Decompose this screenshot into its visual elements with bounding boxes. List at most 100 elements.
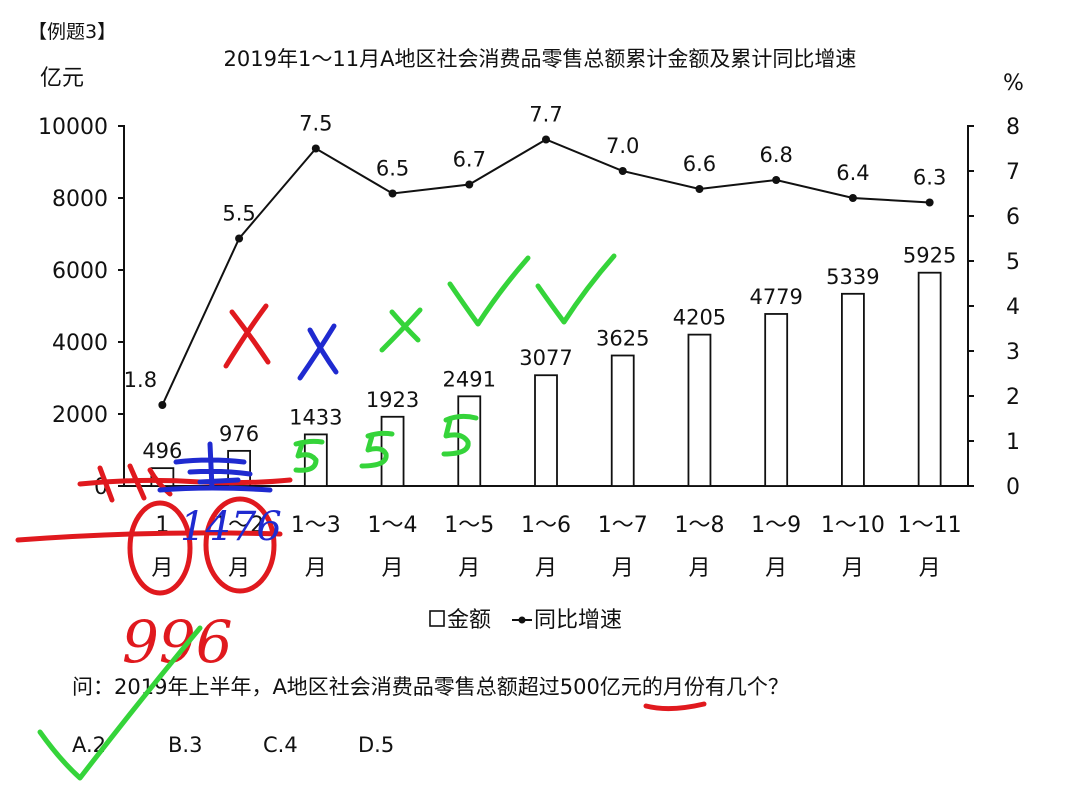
bar bbox=[841, 292, 865, 487]
bar-series bbox=[150, 271, 942, 487]
line-point bbox=[772, 176, 781, 184]
chart-title: 2019年1～11月A地区社会消费品零售总额累计金额及累计同比增速 bbox=[224, 47, 857, 71]
line-data-label: 6.3 bbox=[913, 166, 946, 190]
red-scribble bbox=[97, 463, 173, 503]
x-axis-tick-label: 月 bbox=[919, 556, 941, 581]
bar-data-label: 1433 bbox=[289, 405, 342, 429]
red-circle-mark bbox=[127, 500, 193, 596]
blue-handwritten-number: 1476 bbox=[180, 504, 282, 550]
line-data-label: 1.8 bbox=[124, 368, 157, 392]
example-label: 【例题3】 bbox=[28, 21, 116, 43]
x-axis-tick-label: 月 bbox=[228, 556, 250, 581]
bar bbox=[917, 271, 942, 487]
bar-data-label: 3077 bbox=[519, 346, 572, 370]
line-point bbox=[311, 144, 320, 153]
x-axis-tick-label: 月 bbox=[458, 556, 480, 581]
bar bbox=[687, 333, 712, 487]
line-point bbox=[848, 194, 857, 202]
right-axis-tick-label: 3 bbox=[1006, 340, 1020, 365]
legend-bar-swatch bbox=[429, 610, 445, 627]
right-axis-tick-label: 0 bbox=[1006, 475, 1020, 500]
line-point bbox=[158, 401, 167, 409]
red-underline-mark bbox=[643, 701, 707, 712]
right-axis-tick-label: 8 bbox=[1006, 115, 1020, 140]
bar-data-label: 3625 bbox=[596, 327, 649, 351]
x-axis-tick-label: 1～9 bbox=[751, 513, 801, 538]
bar-data-label: 2491 bbox=[443, 367, 496, 391]
bar bbox=[534, 374, 558, 487]
green-five-mark bbox=[359, 430, 395, 469]
line-data-label: 7.7 bbox=[529, 103, 562, 127]
bar bbox=[610, 354, 635, 487]
green-check-mark bbox=[447, 255, 531, 327]
x-axis-tick-label: 1～8 bbox=[674, 513, 724, 538]
right-axis-tick-label: 2 bbox=[1006, 385, 1020, 410]
left-axis-tick-label: 6000 bbox=[52, 259, 108, 284]
legend: 金额 同比增速 bbox=[429, 608, 622, 633]
bar-data-label: 496 bbox=[142, 439, 182, 463]
x-axis-tick-label: 月 bbox=[842, 556, 864, 581]
red-strike-line bbox=[15, 530, 283, 543]
bar-data-labels: 496 976 1433 1923 2491 3077 3625 4205 4779 5339 59… bbox=[142, 244, 956, 463]
bar-data-label: 1923 bbox=[366, 388, 419, 412]
legend-bar-label: 金额 bbox=[447, 608, 491, 633]
line-data-label: 6.6 bbox=[683, 152, 716, 176]
handwriting-annotations: 996 1476 bbox=[15, 253, 707, 781]
right-axis-tick-label: 4 bbox=[1006, 295, 1020, 320]
right-axis-ticks: 0 1 2 3 4 5 6 7 8 bbox=[968, 115, 1020, 500]
line-series bbox=[158, 135, 934, 409]
x-axis-tick-label: 月 bbox=[305, 556, 327, 581]
line-data-label: 6.7 bbox=[453, 148, 486, 172]
x-axis-tick-label: 1～4 bbox=[368, 513, 418, 538]
x-axis-tick-label: 月 bbox=[612, 556, 634, 581]
legend-line-label: 同比增速 bbox=[534, 608, 622, 633]
option-b[interactable]: B.3 bbox=[168, 733, 202, 757]
line-data-label: 5.5 bbox=[222, 202, 255, 226]
bar-data-label: 5339 bbox=[826, 265, 879, 289]
x-axis-tick-label: 月 bbox=[382, 556, 404, 581]
x-axis-tick-label: 1～5 bbox=[444, 513, 494, 538]
x-axis-tick-label: 月 bbox=[151, 556, 173, 581]
question-text: 问：2019年上半年，A地区社会消费品零售总额超过500亿元的月份有几个？ bbox=[72, 675, 789, 699]
x-axis-tick-label: 1～3 bbox=[291, 513, 341, 538]
y-axis-left-label: 亿元 bbox=[40, 66, 84, 91]
left-axis-tick-label: 10000 bbox=[38, 115, 108, 140]
red-cross-mark bbox=[223, 303, 271, 369]
bar-data-label: 4779 bbox=[749, 285, 802, 309]
option-c[interactable]: C.4 bbox=[263, 733, 298, 757]
left-axis-tick-label: 2000 bbox=[52, 403, 108, 428]
x-axis-tick-label: 月 bbox=[688, 556, 710, 581]
left-axis-tick-label: 8000 bbox=[52, 187, 108, 212]
line-point bbox=[388, 189, 397, 198]
line-point bbox=[542, 135, 550, 144]
x-axis-tick-label: 1～11 bbox=[898, 513, 962, 538]
right-axis-tick-label: 5 bbox=[1006, 250, 1020, 275]
line-point bbox=[618, 167, 627, 175]
bar-data-label: 4205 bbox=[673, 306, 726, 330]
legend-line-marker bbox=[518, 616, 526, 624]
red-strike-line bbox=[77, 477, 293, 487]
bar bbox=[764, 313, 789, 487]
bar-data-label: 976 bbox=[219, 422, 259, 446]
red-handwritten-number: 996 bbox=[122, 608, 233, 676]
x-axis-tick-label: 1～10 bbox=[821, 513, 885, 538]
green-cross-mark bbox=[379, 307, 423, 353]
red-circle-mark bbox=[203, 496, 277, 594]
right-axis-tick-label: 7 bbox=[1006, 160, 1020, 185]
x-axis-tick-label: 月 bbox=[535, 556, 557, 581]
green-five-mark bbox=[441, 413, 479, 457]
line-data-labels: 1.8 5.5 7.5 6.5 6.7 7.7 7.0 6.6 6.8 6.4 6.3 bbox=[124, 103, 947, 393]
x-axis-tick-label: 1～6 bbox=[521, 513, 571, 538]
line-point bbox=[925, 198, 934, 207]
blue-cross-mark bbox=[297, 323, 339, 381]
green-five-mark bbox=[293, 438, 325, 473]
line-data-label: 6.5 bbox=[376, 157, 409, 181]
x-axis-tick-label: 月 bbox=[765, 556, 787, 581]
right-axis-tick-label: 1 bbox=[1006, 430, 1020, 455]
option-d[interactable]: D.5 bbox=[358, 733, 394, 757]
blue-addition-mark bbox=[157, 441, 273, 493]
green-check-mark bbox=[535, 253, 617, 325]
line-point bbox=[695, 185, 704, 193]
